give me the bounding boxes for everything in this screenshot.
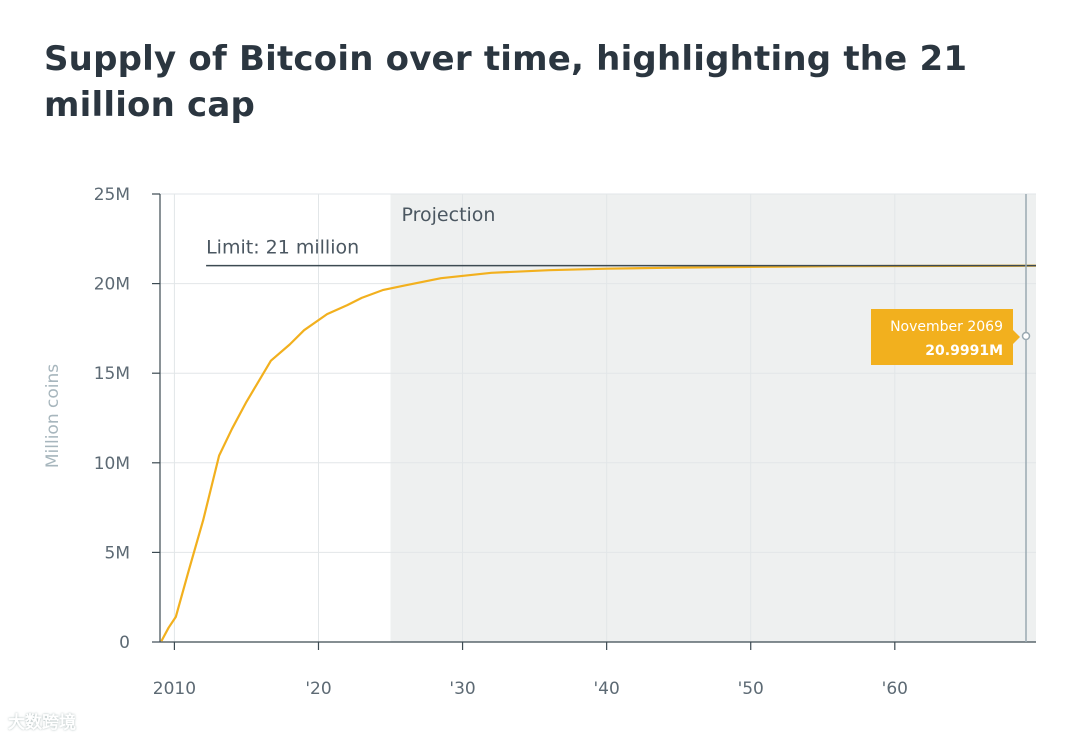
y-tick-label: 10M — [94, 454, 130, 474]
axis-layer: 0 5M 10M 15M 20M 25M 2010 '20 '30 '40 '50 '60 Millio… — [43, 185, 1036, 699]
series-layer — [160, 264, 1037, 642]
tooltip-value: 20.9991M — [925, 343, 1003, 359]
tooltip-point — [1021, 331, 1031, 341]
x-tick-label: '30 — [449, 679, 475, 699]
projection-region — [390, 194, 1036, 642]
y-tick-label: 5M — [105, 543, 130, 563]
projection-shade-layer — [390, 194, 1036, 642]
watermark-text: 大数跨境 — [8, 713, 76, 733]
x-tick-label: '20 — [305, 679, 331, 699]
annotation-layer: Limit: 21 million Projection — [206, 204, 1036, 267]
tooltip-layer: November 2069 20.9991M — [871, 194, 1031, 642]
y-tick-label: 0 — [119, 633, 130, 653]
chart-title: Supply of Bitcoin over time, highlightin… — [44, 39, 968, 125]
x-tick-label: '50 — [738, 679, 764, 699]
tooltip-box — [871, 309, 1020, 365]
y-tick-label: 20M — [94, 275, 130, 295]
x-tick-label: '40 — [593, 679, 619, 699]
y-axis-title: Million coins — [43, 364, 63, 468]
x-tick-label: '60 — [882, 679, 908, 699]
tooltip-date: November 2069 — [890, 319, 1003, 335]
limit-label: Limit: 21 million — [206, 237, 359, 259]
projection-label: Projection — [402, 204, 496, 226]
supply-line — [160, 264, 1037, 642]
y-tick-label: 25M — [94, 185, 130, 205]
y-tick-label: 15M — [94, 364, 130, 384]
grid-layer — [160, 193, 1036, 642]
x-tick-label: 2010 — [153, 679, 196, 699]
